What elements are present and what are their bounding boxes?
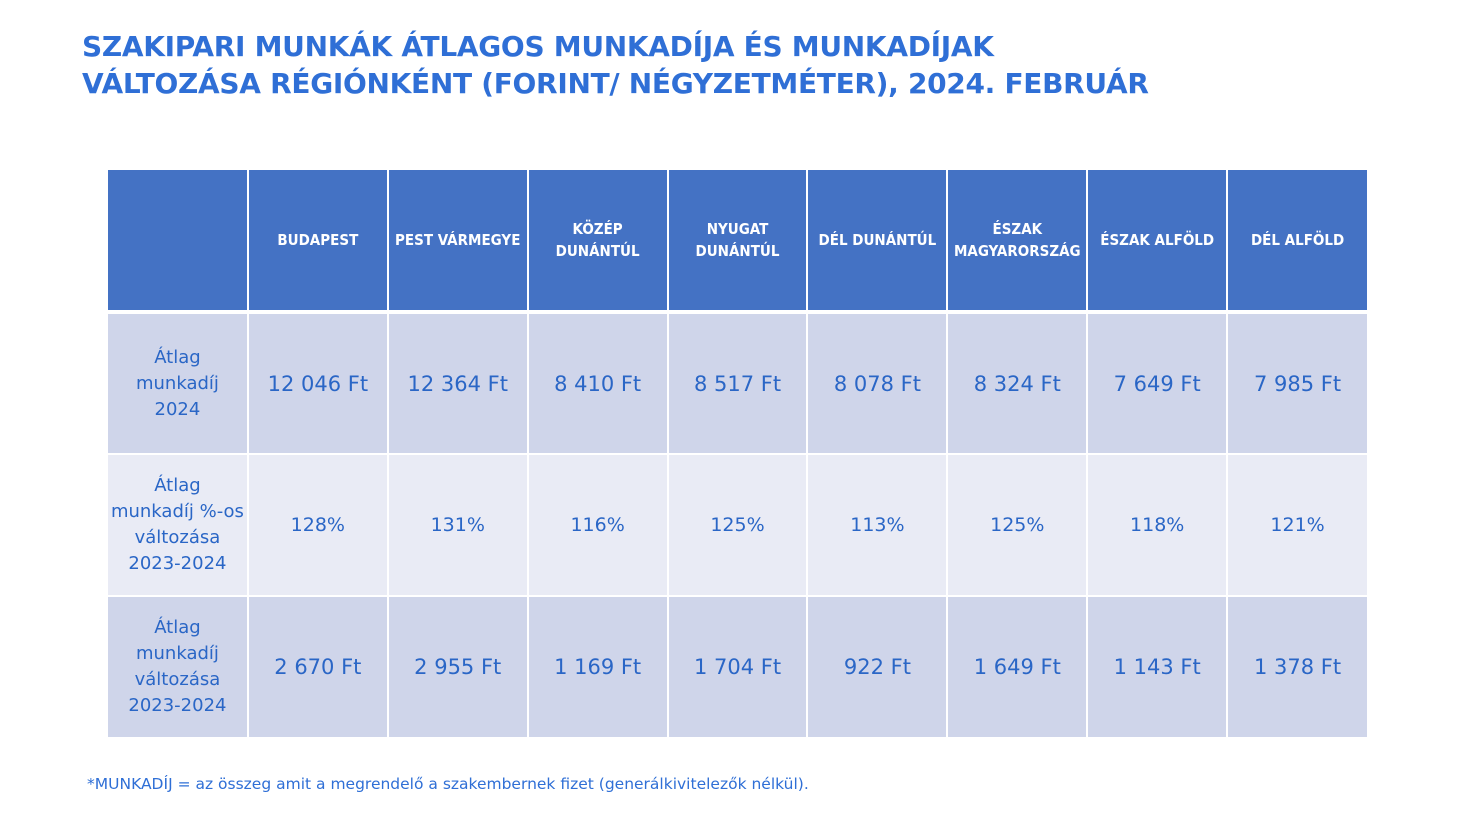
value-cell: 128% (247, 454, 389, 597)
value-cell: 113% (807, 454, 949, 597)
value-cell: 1 143 Ft (1087, 596, 1229, 739)
value-cell: 12 046 Ft (247, 312, 389, 455)
column-header-line: NYUGAT (706, 220, 769, 238)
footnote: *MUNKADÍJ = az összeg amit a megrendelő … (87, 775, 809, 793)
regional-fee-table: BUDAPEST PEST VÁRMEGYE KÖZÉP DUNÁNTÚL NYUGAT… (108, 170, 1368, 739)
column-header: DÉL ALFÖLD (1227, 170, 1368, 314)
value-cell: 8 324 Ft (947, 312, 1089, 455)
value-cell: 1 378 Ft (1227, 596, 1368, 739)
value-cell: 8 410 Ft (527, 312, 669, 455)
value-cell: 922 Ft (807, 596, 949, 739)
column-header: NYUGAT DUNÁNTÚL (667, 170, 809, 314)
value-cell: 1 169 Ft (527, 596, 669, 739)
table-row: Átlag munkadíj 2024 12 046 Ft 12 364 Ft 8 410… (108, 312, 1368, 455)
value-cell: 12 364 Ft (387, 312, 529, 455)
table-header-row: BUDAPEST PEST VÁRMEGYE KÖZÉP DUNÁNTÚL NYUGAT… (108, 170, 1368, 314)
value-cell: 116% (527, 454, 669, 597)
column-header: BUDAPEST (247, 170, 389, 314)
value-cell: 1 704 Ft (667, 596, 809, 739)
row-label: Átlag munkadíj %-os változása 2023-2024 (108, 454, 249, 597)
value-cell: 118% (1087, 454, 1229, 597)
value-cell: 2 670 Ft (247, 596, 389, 739)
value-cell: 8 517 Ft (667, 312, 809, 455)
column-header-line: DUNÁNTÚL (695, 242, 780, 260)
column-header-line: KÖZÉP (572, 220, 623, 238)
column-header-line: PEST VÁRMEGYE (395, 231, 521, 249)
column-header-line: DUNÁNTÚL (555, 242, 640, 260)
row-label-line: munkadíj %-os (110, 501, 244, 522)
value-cell: 131% (387, 454, 529, 597)
column-header-line: DÉL DUNÁNTÚL (818, 231, 937, 249)
column-header-line: ÉSZAK (992, 220, 1043, 238)
column-header-line: DÉL ALFÖLD (1250, 231, 1345, 249)
value-cell: 125% (947, 454, 1089, 597)
row-label-line: munkadíj (135, 643, 219, 664)
row-label-line: változása (134, 669, 221, 690)
row-label: Átlag munkadíj változása 2023-2024 (108, 596, 249, 739)
value-cell: 8 078 Ft (807, 312, 949, 455)
column-header-line: ÉSZAK ALFÖLD (1100, 231, 1215, 249)
column-header: DÉL DUNÁNTÚL (807, 170, 949, 314)
table-row: Átlag munkadíj változása 2023-2024 2 670 Ft 2… (108, 596, 1368, 739)
row-label-line: 2024 (154, 398, 201, 420)
table-body: Átlag munkadíj 2024 12 046 Ft 12 364 Ft 8 410… (108, 312, 1368, 739)
column-header: ÉSZAK ALFÖLD (1087, 170, 1229, 314)
row-label-line: Átlag (154, 475, 201, 496)
row-label-line: munkadíj (135, 372, 219, 394)
row-label-line: 2023-2024 (128, 553, 227, 574)
value-cell: 7 985 Ft (1227, 312, 1368, 455)
value-cell: 1 649 Ft (947, 596, 1089, 739)
title-line-1: SZAKIPARI MUNKÁK ÁTLAGOS MUNKADÍJA ÉS MU… (82, 30, 994, 63)
value-cell: 7 649 Ft (1087, 312, 1229, 455)
row-label-line: Átlag (154, 346, 201, 368)
table-row: Átlag munkadíj %-os változása 2023-2024 128%… (108, 454, 1368, 597)
column-header: ÉSZAK MAGYARORSZÁG (947, 170, 1089, 314)
value-cell: 2 955 Ft (387, 596, 529, 739)
page-title: SZAKIPARI MUNKÁK ÁTLAGOS MUNKADÍJA ÉS MU… (82, 28, 1382, 102)
title-line-2: VÁLTOZÁSA RÉGIÓNKÉNT (FORINT/ NÉGYZETMÉT… (82, 67, 1149, 100)
value-cell: 121% (1227, 454, 1368, 597)
row-label-line: változása (134, 527, 221, 548)
corner-cell (108, 170, 249, 314)
column-header: PEST VÁRMEGYE (387, 170, 529, 314)
column-header-line: MAGYARORSZÁG (953, 242, 1081, 260)
value-cell: 125% (667, 454, 809, 597)
column-header-line: BUDAPEST (277, 231, 359, 249)
row-label-line: 2023-2024 (128, 695, 227, 716)
row-label-line: Átlag (154, 617, 201, 638)
column-header: KÖZÉP DUNÁNTÚL (527, 170, 669, 314)
row-label: Átlag munkadíj 2024 (108, 312, 249, 455)
